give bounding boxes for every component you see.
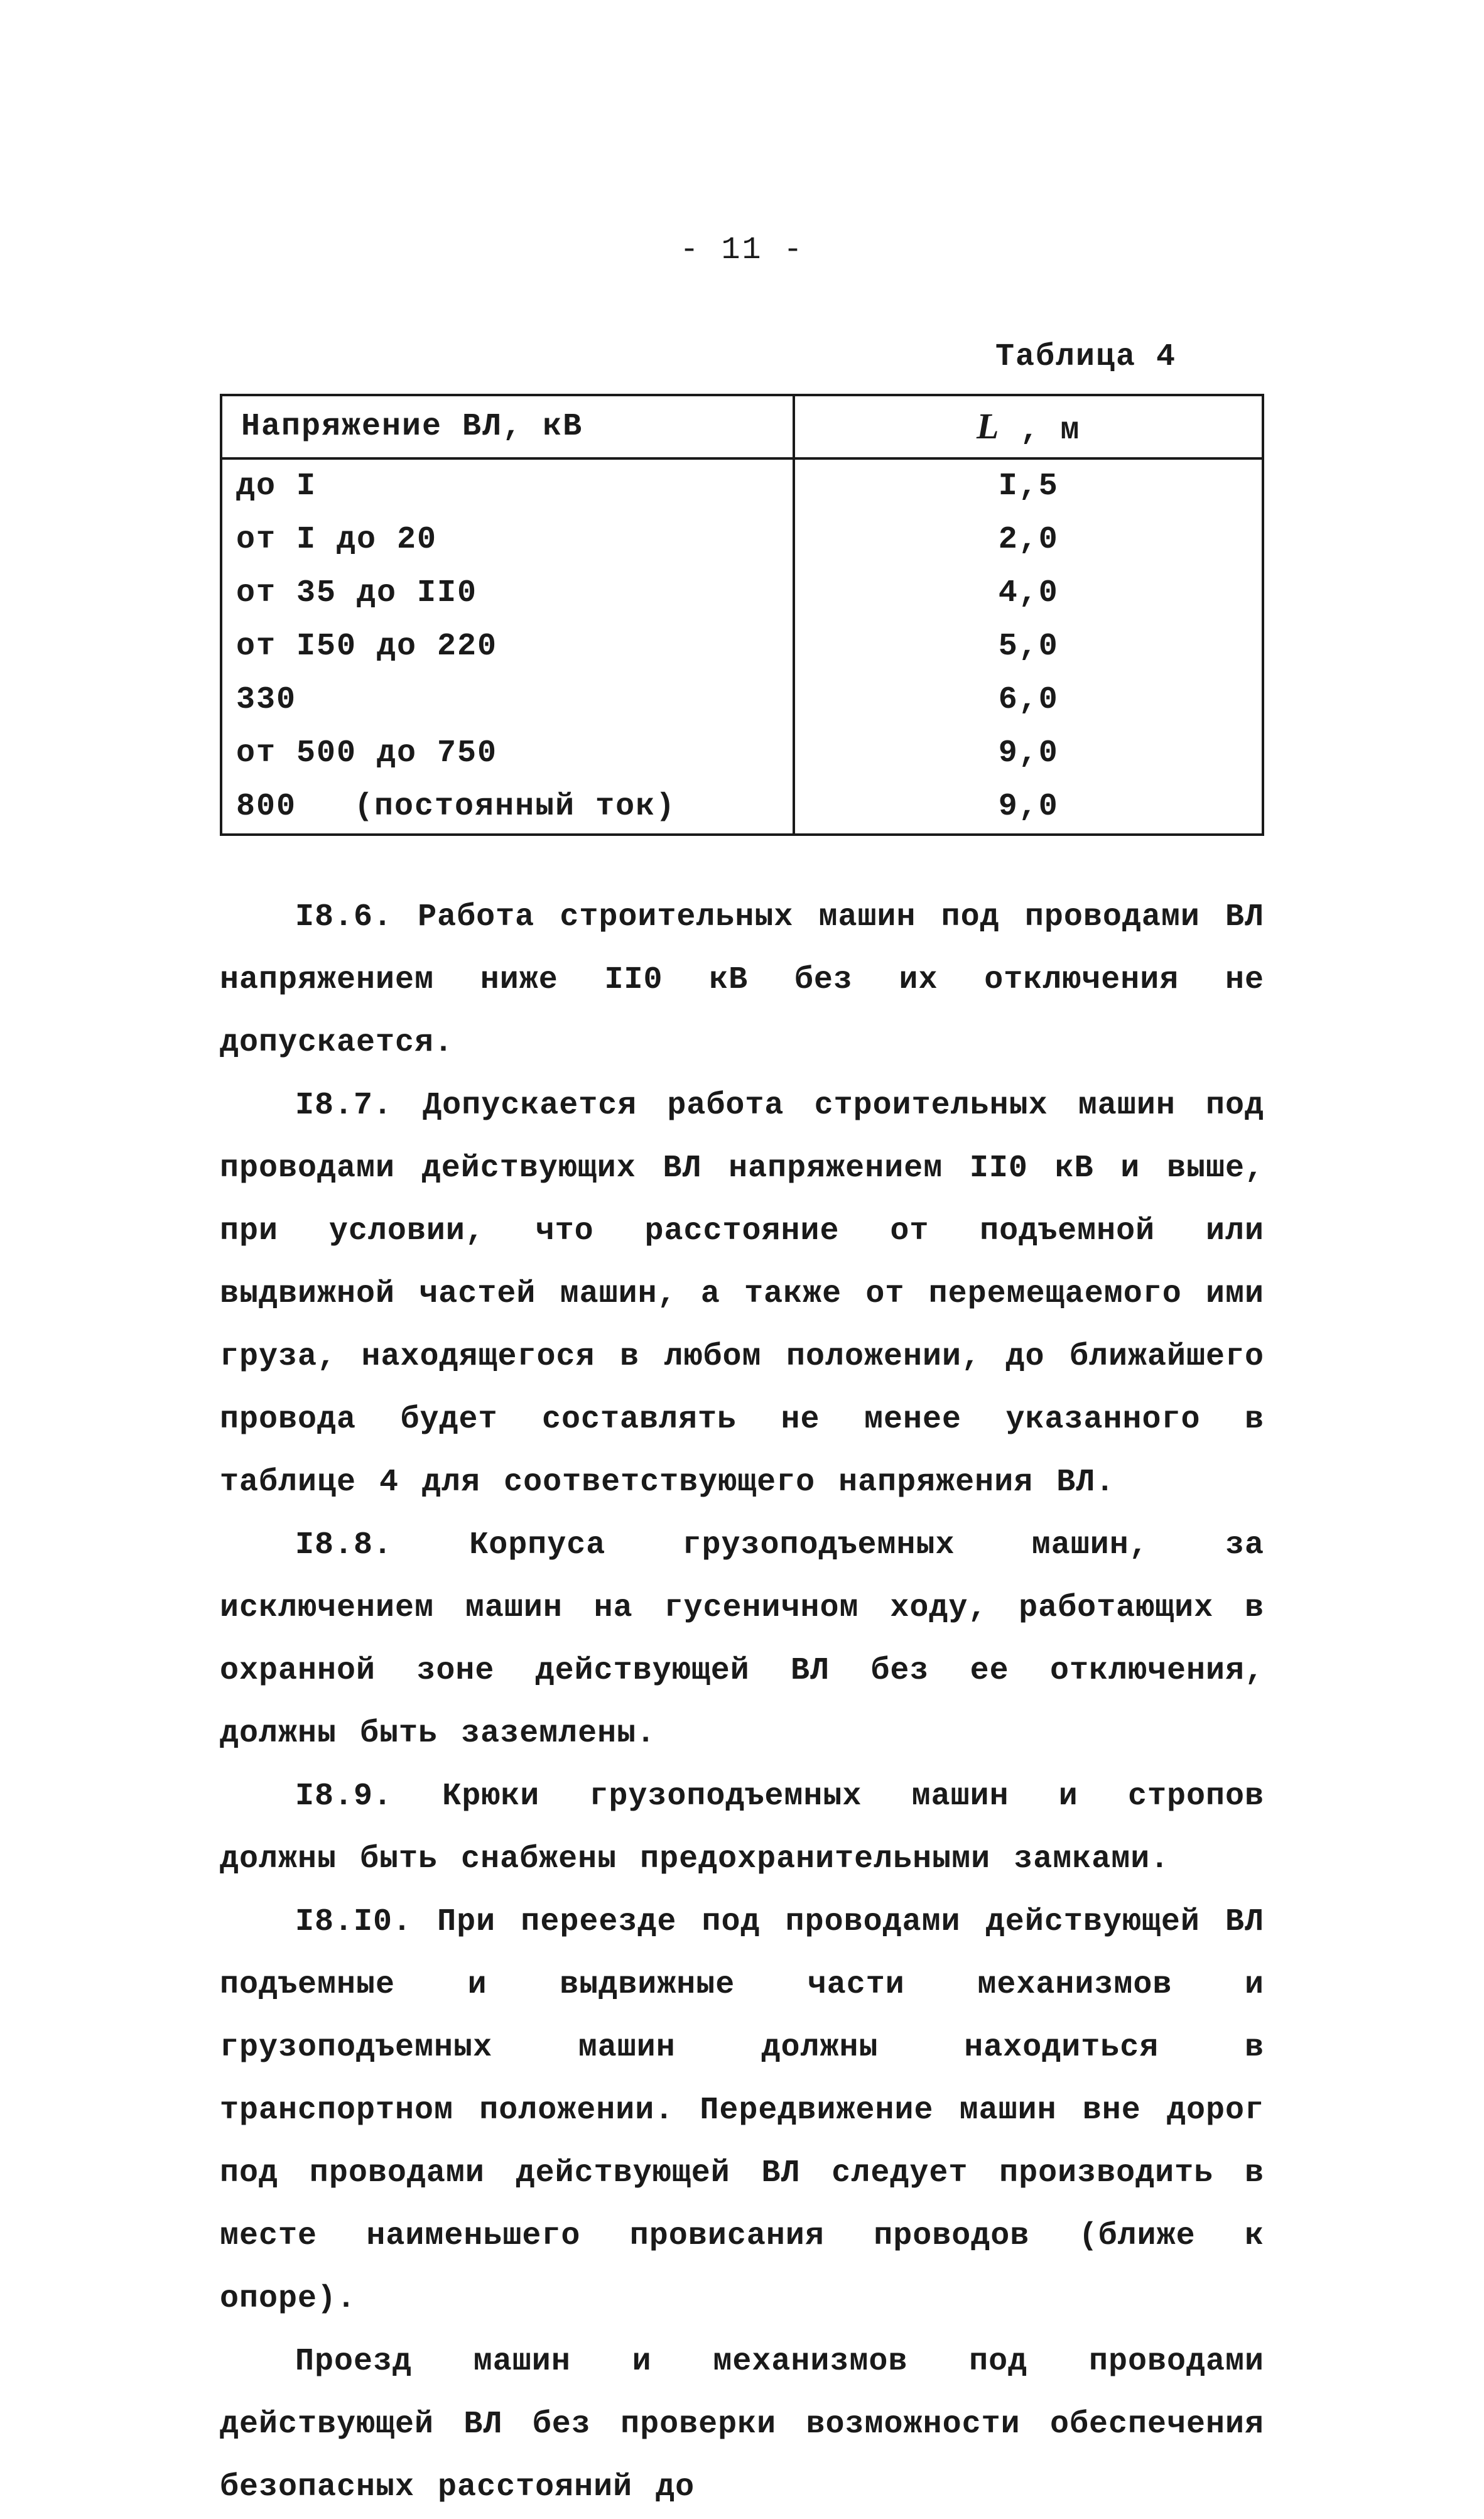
distance-cell: 6,0	[794, 673, 1263, 727]
voltage-distance-table: Напряжение ВЛ, кВ L , м до I I,5 от I до…	[220, 394, 1264, 836]
table-row: от I до 20 2,0	[221, 513, 1263, 566]
paragraph-18-8: I8.8. Корпуса грузоподъемных машин, за и…	[220, 1514, 1264, 1765]
paragraph-18-10: I8.I0. При переезде под проводами действ…	[220, 1891, 1264, 2331]
body-text-block: I8.6. Работа строительных машин под пров…	[220, 886, 1264, 2519]
voltage-cell: от 35 до II0	[221, 566, 794, 620]
voltage-cell: от 500 до 750	[221, 727, 794, 780]
table-header-distance: L , м	[794, 395, 1263, 458]
distance-cell: 5,0	[794, 620, 1263, 673]
document-page: - 11 - Таблица 4 Напряжение ВЛ, кВ L , м…	[0, 0, 1484, 2150]
table-row: до I I,5	[221, 458, 1263, 513]
distance-cell: 2,0	[794, 513, 1263, 566]
table-header-voltage: Напряжение ВЛ, кВ	[221, 395, 794, 458]
voltage-cell: до I	[221, 458, 794, 513]
table-caption: Таблица 4	[220, 339, 1264, 375]
distance-cell: I,5	[794, 458, 1263, 513]
paragraph-18-7: I8.7. Допускается работа строительных ма…	[220, 1075, 1264, 1514]
table-row: от I50 до 220 5,0	[221, 620, 1263, 673]
table-row: 330 6,0	[221, 673, 1263, 727]
distance-cell: 9,0	[794, 727, 1263, 780]
table-header-row: Напряжение ВЛ, кВ L , м	[221, 395, 1263, 458]
distance-cell: 9,0	[794, 780, 1263, 835]
table-row: 800 (постоянный ток) 9,0	[221, 780, 1263, 835]
table-row: от 35 до II0 4,0	[221, 566, 1263, 620]
table-row: от 500 до 750 9,0	[221, 727, 1263, 780]
paragraph-18-6: I8.6. Работа строительных машин под пров…	[220, 886, 1264, 1075]
paragraph-18-9: I8.9. Крюки грузоподъемных машин и строп…	[220, 1765, 1264, 1891]
voltage-value: 800	[236, 789, 296, 825]
voltage-cell: 330	[221, 673, 794, 727]
distance-unit: , м	[1000, 413, 1080, 448]
page-number: - 11 -	[0, 232, 1484, 268]
l-symbol: L	[977, 406, 1000, 447]
voltage-cell: от I50 до 220	[221, 620, 794, 673]
paragraph-continuation: Проезд машин и механизмов под проводами …	[220, 2331, 1264, 2519]
voltage-note: (постоянный ток)	[317, 789, 676, 825]
voltage-cell: от I до 20	[221, 513, 794, 566]
distance-cell: 4,0	[794, 566, 1263, 620]
voltage-cell: 800 (постоянный ток)	[221, 780, 794, 835]
